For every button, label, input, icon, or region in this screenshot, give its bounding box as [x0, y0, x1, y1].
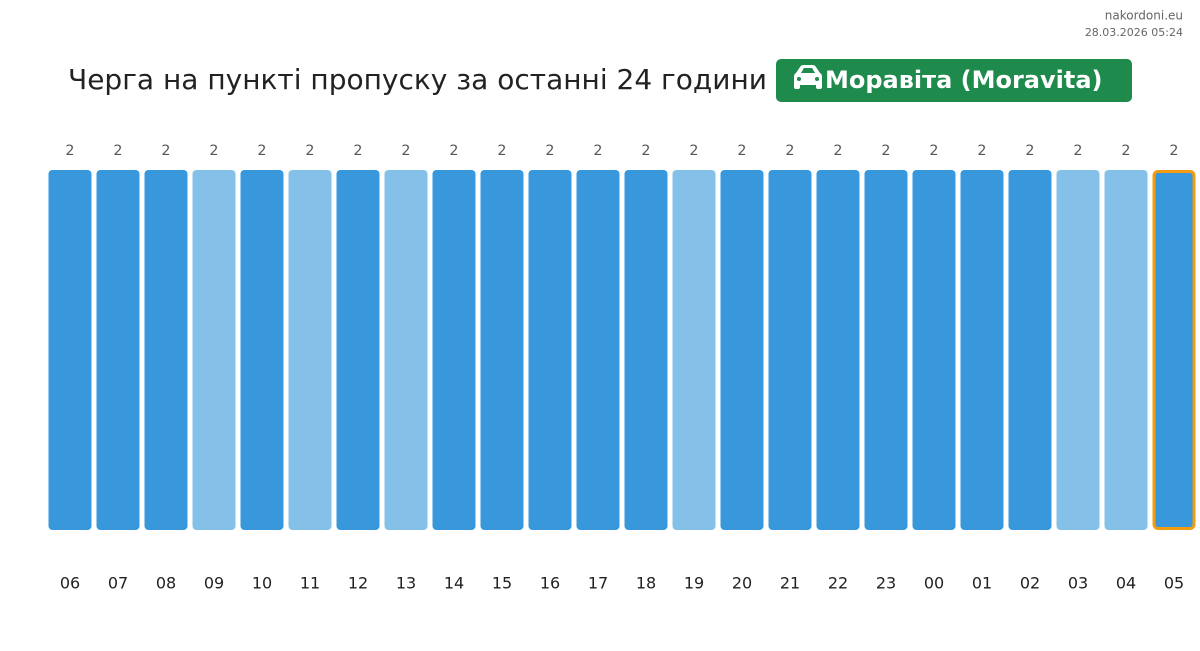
x-tick-label: 06	[60, 574, 80, 593]
bar	[768, 170, 812, 530]
value-label: 2	[258, 143, 267, 159]
value-label: 2	[66, 143, 75, 159]
value-label: 2	[402, 143, 411, 159]
value-label: 2	[642, 143, 651, 159]
chart-title: Черга на пункті пропуску за останні 24 г…	[68, 63, 767, 96]
value-label: 2	[354, 143, 363, 159]
bar	[288, 170, 332, 530]
x-tick-label: 17	[588, 574, 608, 593]
x-tick-label: 09	[204, 574, 224, 593]
bar	[432, 170, 476, 530]
bar	[1056, 170, 1100, 530]
value-label: 2	[1026, 143, 1035, 159]
bar	[720, 170, 764, 530]
value-label: 2	[834, 143, 843, 159]
value-label: 2	[594, 143, 603, 159]
bar	[384, 170, 428, 530]
value-label: 2	[1074, 143, 1083, 159]
value-label: 2	[1122, 143, 1131, 159]
value-label: 2	[306, 143, 315, 159]
x-tick-label: 04	[1116, 574, 1136, 593]
bar	[1008, 170, 1052, 530]
x-tick-label: 01	[972, 574, 992, 593]
x-tick-label: 19	[684, 574, 704, 593]
x-tick-label: 23	[876, 574, 896, 593]
bar	[144, 170, 188, 530]
bar	[912, 170, 956, 530]
timestamp: 28.03.2026 05:24	[1085, 26, 1183, 39]
x-tick-label: 10	[252, 574, 272, 593]
x-tick-label: 15	[492, 574, 512, 593]
x-tick-label: 11	[300, 574, 320, 593]
value-label: 2	[786, 143, 795, 159]
bar	[480, 170, 524, 530]
value-label: 2	[690, 143, 699, 159]
value-label: 2	[978, 143, 987, 159]
badge-text: Моравіта (Moravita)	[825, 66, 1103, 94]
value-label: 2	[930, 143, 939, 159]
x-tick-label: 20	[732, 574, 752, 593]
x-tick-label: 03	[1068, 574, 1088, 593]
bar	[864, 170, 908, 530]
car-icon	[794, 65, 822, 89]
bar	[672, 170, 716, 530]
bar	[624, 170, 668, 530]
x-tick-label: 02	[1020, 574, 1040, 593]
x-tick-label: 18	[636, 574, 656, 593]
x-tick-label: 00	[924, 574, 944, 593]
bar	[96, 170, 140, 530]
value-label: 2	[546, 143, 555, 159]
bar	[336, 170, 380, 530]
bar	[528, 170, 572, 530]
value-label: 2	[210, 143, 219, 159]
bar	[192, 170, 236, 530]
value-label: 2	[738, 143, 747, 159]
x-tick-label: 16	[540, 574, 560, 593]
value-label: 2	[450, 143, 459, 159]
site: nakordoni.eu	[1105, 9, 1183, 23]
x-tick-label: 07	[108, 574, 128, 593]
x-tick-label: 14	[444, 574, 464, 593]
value-label: 2	[1170, 143, 1179, 159]
x-tick-label: 12	[348, 574, 368, 593]
bar	[240, 170, 284, 530]
value-label: 2	[882, 143, 891, 159]
bar	[960, 170, 1004, 530]
bar	[576, 170, 620, 530]
bar	[48, 170, 92, 530]
value-label: 2	[114, 143, 123, 159]
bar	[1104, 170, 1148, 530]
value-label: 2	[498, 143, 507, 159]
bar	[816, 170, 860, 530]
x-tick-label: 08	[156, 574, 176, 593]
value-label: 2	[162, 143, 171, 159]
x-tick-label: 22	[828, 574, 848, 593]
x-tick-label: 21	[780, 574, 800, 593]
bar	[1152, 170, 1196, 530]
badge-background	[776, 59, 1132, 102]
x-tick-label: 13	[396, 574, 416, 593]
x-tick-label: 05	[1164, 574, 1184, 593]
